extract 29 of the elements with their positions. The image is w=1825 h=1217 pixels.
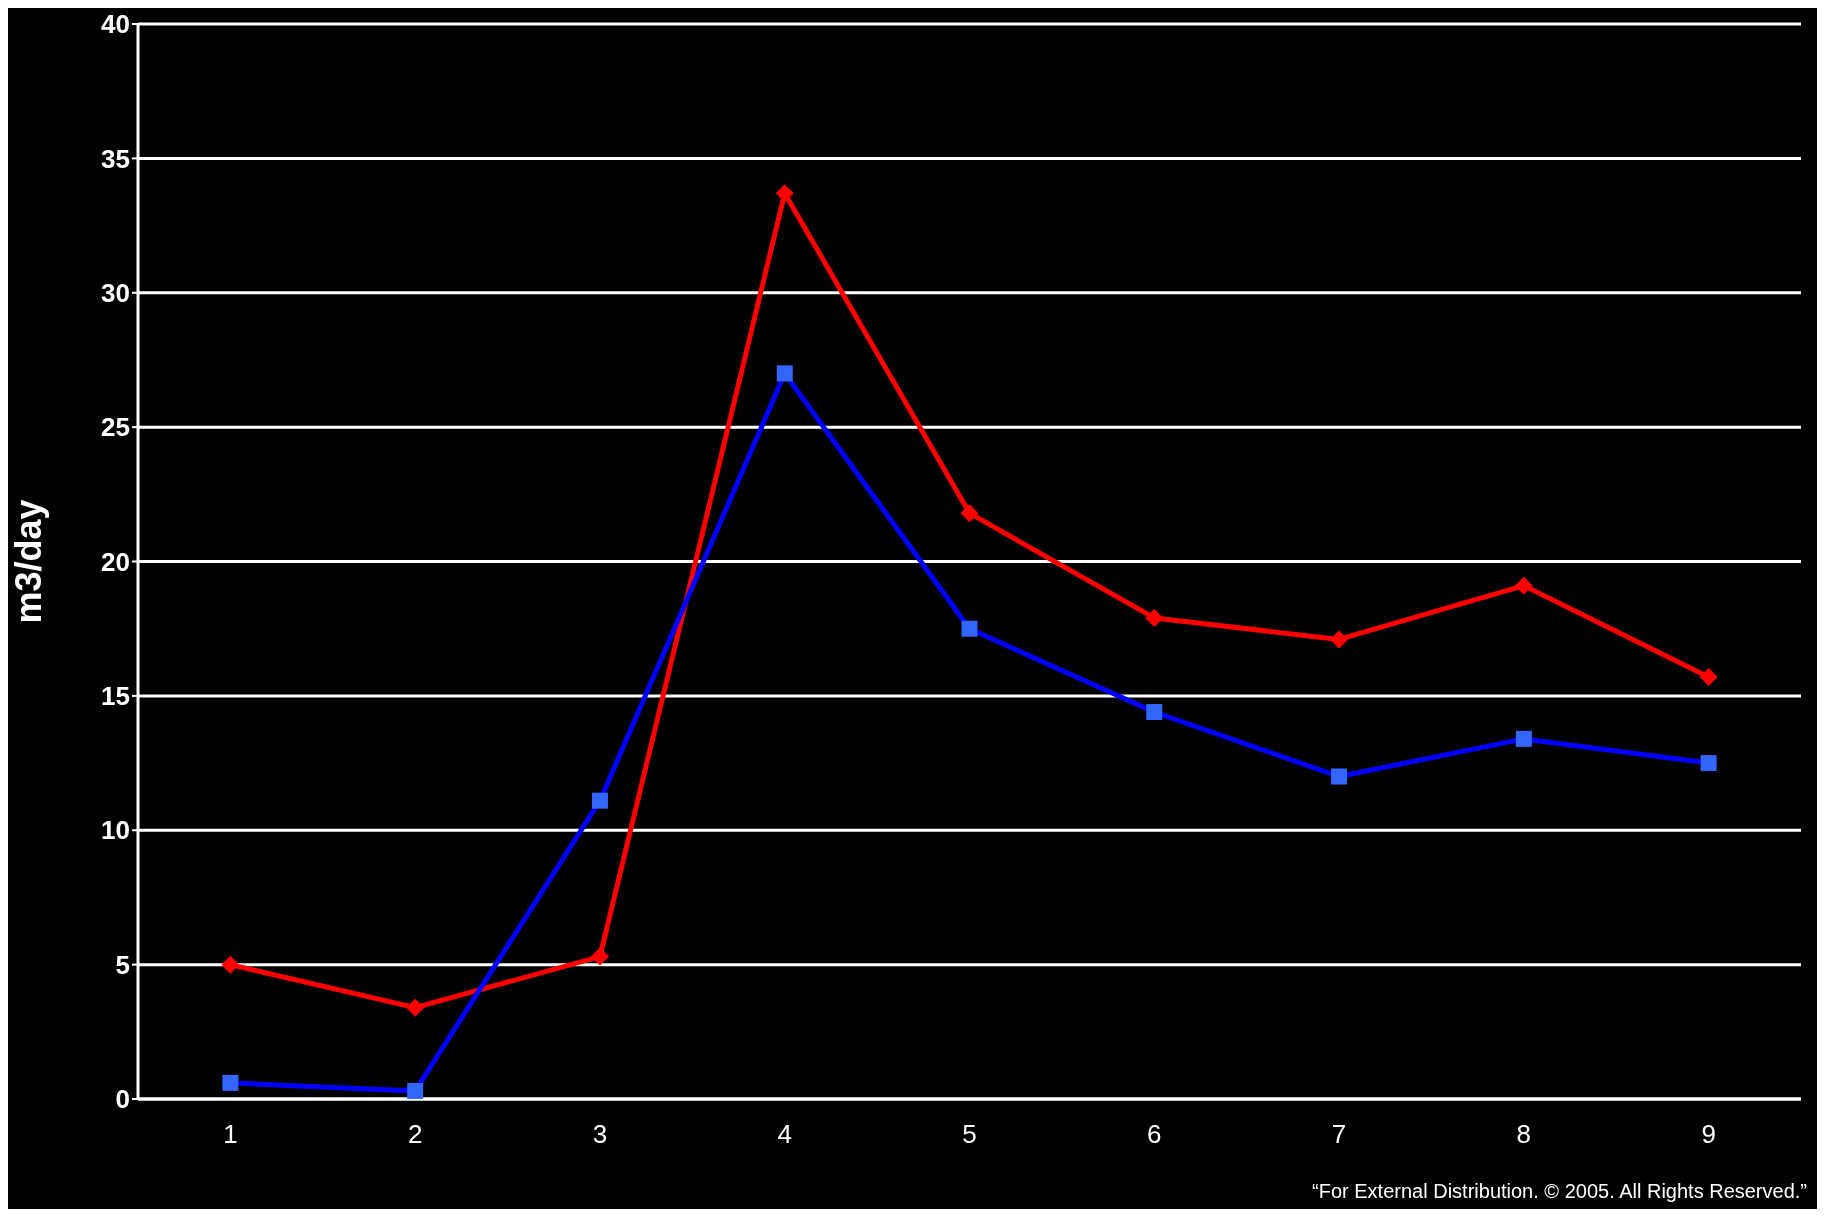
x-tick-label: 2	[407, 1119, 423, 1150]
point	[221, 955, 240, 974]
x-tick-label: 1	[223, 1119, 238, 1150]
y-tick-label: 10	[101, 815, 130, 846]
x-tick-label: 7	[1331, 1119, 1347, 1150]
y-tick-label: 15	[101, 681, 130, 712]
y-tick-label: 5	[115, 949, 130, 980]
x-tick-label: 9	[1701, 1119, 1716, 1150]
point	[775, 184, 794, 203]
x-tick-label: 8	[1516, 1119, 1532, 1150]
point	[1699, 668, 1718, 687]
text: “For External Distribution. © 2005. All Rights Reserved.”	[1312, 1180, 1807, 1203]
y-tick-label: 25	[101, 412, 130, 443]
y-tick-label: 0	[115, 1084, 130, 1115]
x-tick-label: 4	[777, 1119, 792, 1150]
y-tick-label: 30	[101, 277, 130, 308]
point	[1514, 576, 1533, 595]
point	[1330, 630, 1349, 649]
point	[590, 947, 609, 966]
x-tick-label: 6	[1147, 1119, 1162, 1150]
x-tick-label: 3	[592, 1119, 608, 1150]
point	[960, 504, 979, 523]
x-tick-label: 5	[962, 1119, 977, 1150]
point	[406, 998, 425, 1017]
y-tick-label: 40	[101, 9, 130, 40]
y-axis-title: m3/day	[7, 499, 49, 624]
y-tick-label: 20	[101, 546, 130, 577]
point	[1145, 608, 1164, 627]
y-tick-label: 35	[101, 143, 130, 174]
